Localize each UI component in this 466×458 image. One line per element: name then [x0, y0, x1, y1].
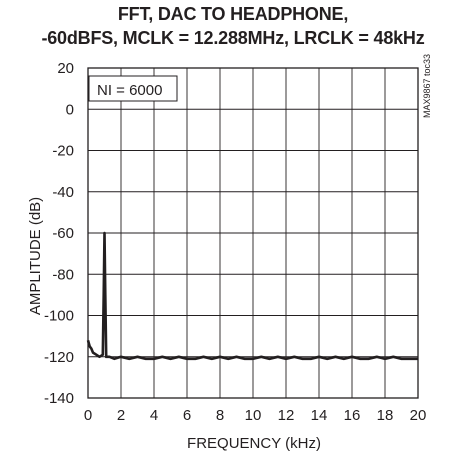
- chart-title: FFT, DAC TO HEADPHONE,: [117, 4, 349, 24]
- plot-frame: [87, 67, 419, 399]
- y-tick-labels: 20 0 -20 -40 -60 -80 -100 -120 -140: [44, 60, 74, 407]
- part-note: MAX9867 toc33: [422, 54, 432, 118]
- y-tick-label: -60: [52, 225, 74, 242]
- y-tick-label: -100: [44, 308, 74, 325]
- series-line: [86, 231, 419, 361]
- x-tick-label: 8: [216, 407, 224, 424]
- y-tick-label: -20: [52, 143, 74, 160]
- x-axis-label: FREQUENCY (kHz): [187, 435, 321, 452]
- y-tick-label: 20: [57, 60, 74, 77]
- x-tick-label: 18: [377, 407, 394, 424]
- x-tick-label: 10: [245, 407, 262, 424]
- y-tick-label: 0: [66, 101, 74, 118]
- x-tick-label: 16: [344, 407, 361, 424]
- x-tick-label: 6: [183, 407, 191, 424]
- x-tick-labels: 0 2 4 6 8 10 12 14 16 18 20: [84, 407, 427, 424]
- fft-series-line: [86, 231, 418, 361]
- chart-subtitle: -60dBFS, MCLK = 12.288MHz, LRCLK = 48kHz: [41, 28, 425, 48]
- x-tick-label: 14: [311, 407, 328, 424]
- y-axis-label: AMPLITUDE (dB): [27, 197, 44, 315]
- x-tick-label: 4: [150, 407, 158, 424]
- y-tick-label: -140: [44, 390, 74, 407]
- x-tick-label: 2: [117, 407, 125, 424]
- y-tick-label: -40: [52, 184, 74, 201]
- x-tick-label: 12: [278, 407, 295, 424]
- x-tick-label: 20: [410, 407, 427, 424]
- x-tick-label: 0: [84, 407, 92, 424]
- annotation-ni: NI = 6000: [97, 82, 162, 99]
- y-tick-label: -80: [52, 266, 74, 283]
- y-tick-label: -120: [44, 349, 74, 366]
- annotation-box: [88, 75, 178, 102]
- grid: [87, 67, 419, 399]
